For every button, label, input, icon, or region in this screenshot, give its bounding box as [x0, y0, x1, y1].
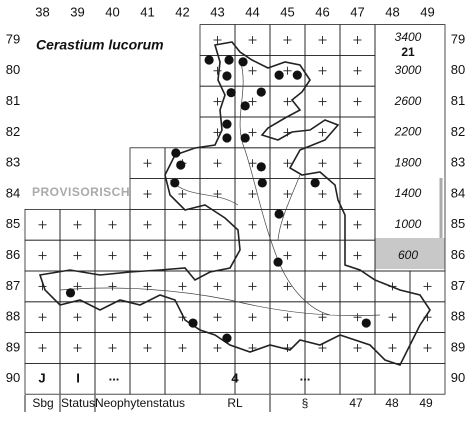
row-label: 83 [6, 155, 20, 170]
column-label: 40 [105, 4, 119, 19]
row-label: 88 [6, 309, 20, 324]
footer-label: 49 [419, 396, 433, 410]
row-label: 90 [6, 370, 20, 385]
column-label: 49 [420, 4, 434, 19]
footer-label: 47 [349, 396, 363, 410]
record-dot [222, 71, 232, 81]
row-label: 80 [6, 62, 20, 77]
row-label: 89 [451, 339, 465, 354]
record-dot [310, 178, 320, 188]
sbg-status: J [38, 370, 45, 385]
footer-label: 48 [385, 396, 399, 410]
grid-cell [199, 362, 236, 395]
altitude-label: 1400 [395, 186, 422, 200]
record-dot [170, 178, 180, 188]
column-label: 44 [245, 4, 259, 19]
altitude-label: 2600 [394, 94, 422, 108]
row-label: 82 [6, 124, 20, 139]
row-label: 80 [451, 62, 465, 77]
row-label: 85 [451, 216, 465, 231]
record-dot [273, 257, 283, 267]
grid-cell [374, 362, 411, 395]
row-label: 87 [6, 278, 20, 293]
altitude-band [375, 238, 445, 269]
record-dot [176, 160, 186, 170]
row-label: 90 [451, 370, 465, 385]
row-label: 86 [6, 247, 20, 262]
altitude-label: 600 [398, 248, 418, 262]
record-dot [188, 318, 198, 328]
row-label: 79 [451, 31, 465, 46]
column-label: 43 [210, 4, 224, 19]
record-dot [240, 101, 250, 111]
record-dot [204, 55, 214, 65]
red-list: 4 [231, 370, 239, 385]
grid [24, 24, 446, 395]
record-dot [224, 55, 234, 65]
watermark: PROVISORISCH [32, 185, 130, 199]
record-count: 21 [401, 45, 415, 59]
column-label: 48 [385, 4, 399, 19]
status: I [76, 370, 80, 385]
record-dot [274, 209, 284, 219]
altitude-label: 3000 [395, 63, 422, 77]
record-dot [257, 178, 267, 188]
record-dot [226, 88, 236, 98]
altitude-label: 1000 [395, 217, 422, 231]
grid-cell [164, 362, 201, 395]
row-label: 81 [451, 93, 465, 108]
row-label: 89 [6, 339, 20, 354]
column-label: 42 [175, 4, 189, 19]
row-label: 88 [451, 309, 465, 324]
row-label: 85 [6, 216, 20, 231]
row-label: 84 [451, 185, 465, 200]
neophyte-status: ... [109, 368, 120, 383]
footer-label: Status [61, 396, 95, 410]
footer-label: Sbg [32, 396, 53, 410]
record-dot [292, 70, 302, 80]
column-label: 39 [70, 4, 84, 19]
grid-cell [339, 362, 376, 395]
column-label: 46 [315, 4, 329, 19]
grid-cell [409, 362, 446, 395]
record-dot [171, 148, 181, 158]
record-dot [222, 119, 232, 129]
record-dot [65, 288, 76, 298]
column-label: 47 [350, 4, 364, 19]
row-label: 86 [451, 247, 465, 262]
record-dot [240, 133, 250, 143]
altitude-label: 2200 [394, 125, 422, 139]
row-label: 87 [451, 278, 465, 293]
row-label: 82 [451, 124, 465, 139]
record-dot [274, 70, 284, 80]
row-label: 81 [6, 93, 20, 108]
region-outline [38, 41, 431, 366]
column-label: 38 [35, 4, 49, 19]
protection: ... [300, 368, 311, 383]
species-title: Cerastium lucorum [36, 37, 164, 53]
footer-label: Neophytenstatus [95, 396, 185, 410]
record-dot [256, 162, 266, 172]
altitude-label: 1800 [395, 155, 422, 169]
footer-label: § [302, 396, 309, 410]
record-dot [222, 333, 232, 343]
column-label: 45 [280, 4, 294, 19]
record-dot [256, 87, 266, 97]
legend-frame [374, 24, 446, 272]
row-label: 83 [451, 155, 465, 170]
record-dot [238, 57, 248, 67]
record-dot [361, 318, 371, 328]
grid-cell [129, 362, 166, 395]
column-label: 41 [140, 4, 154, 19]
grid-cell [234, 362, 271, 395]
record-dot [222, 133, 232, 143]
altitude-label: 3400 [395, 30, 422, 44]
row-label: 79 [6, 31, 20, 46]
footer-label: RL [227, 396, 243, 410]
row-label: 84 [6, 185, 20, 200]
rivers [59, 59, 381, 316]
